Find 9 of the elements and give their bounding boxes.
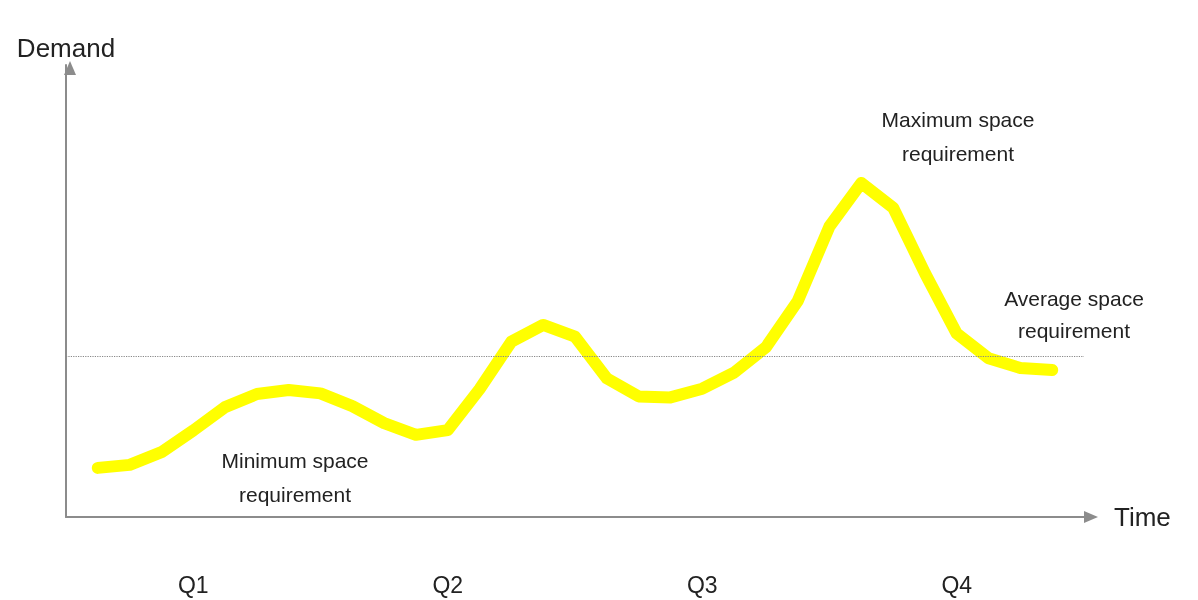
y-axis-title: Demand bbox=[16, 33, 116, 63]
x-axis-title: Time bbox=[1114, 502, 1171, 532]
x-tick-label: Q4 bbox=[941, 571, 973, 598]
x-tick-label: Q2 bbox=[432, 571, 464, 598]
x-tick-label: Q1 bbox=[177, 571, 209, 598]
text: Maximum space requirement bbox=[881, 107, 1035, 165]
annotation: Minimum space requirement bbox=[221, 448, 369, 506]
x-tick-label: Q3 bbox=[686, 571, 718, 598]
ref-line-label: Average space requirement bbox=[1004, 287, 1144, 343]
